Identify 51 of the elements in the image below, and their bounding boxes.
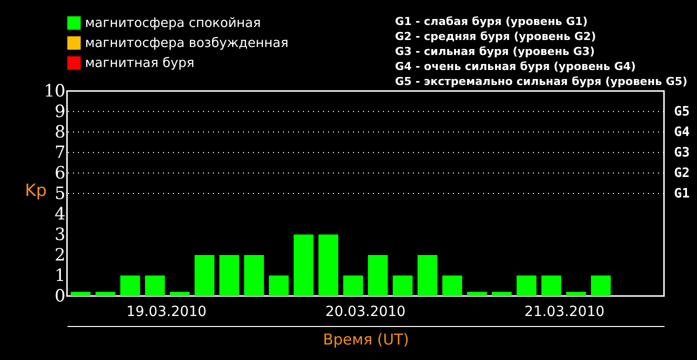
y-axis-title: Kp [24, 181, 47, 201]
text: G5 - экстремально сильная буря (уровень G5) [395, 75, 688, 88]
bar [120, 276, 140, 296]
bar [318, 234, 338, 296]
legend-label: магнитная буря [85, 56, 194, 71]
bar [492, 292, 512, 296]
text: 20.03.2010 [325, 304, 406, 320]
ref-line-label: G5 [674, 104, 690, 120]
bar [368, 255, 388, 296]
y-tick-label: 3 [54, 225, 66, 245]
text: G2 - средняя буря (уровень G2) [395, 30, 596, 43]
bar [442, 276, 462, 296]
bar [590, 276, 611, 296]
text: 19.03.2010 [126, 304, 207, 320]
ref-line-label: G4 [674, 125, 690, 140]
bar [95, 292, 116, 296]
y-tick-label: 6 [54, 164, 66, 184]
text: G1 - слабая буря (уровень G1) [395, 15, 588, 28]
legend-label: магнитосфера спокойная [85, 16, 261, 31]
bar [343, 276, 364, 296]
text: G3 - сильная буря (уровень G3) [395, 45, 595, 58]
y-tick-label: 2 [54, 246, 66, 266]
bar [418, 255, 438, 296]
y-tick-label: 8 [54, 122, 66, 142]
y-tick-label: 1 [54, 266, 66, 286]
bar [244, 255, 264, 296]
ref-line-label: G3 [674, 146, 690, 160]
bar [392, 276, 413, 296]
y-tick-label: 10 [44, 82, 66, 102]
y-tick-label: 9 [54, 102, 66, 122]
x-axis-title: Время (UT) [323, 330, 409, 348]
bar [219, 255, 240, 296]
bar [145, 276, 165, 296]
ref-line-label: G2 [674, 166, 690, 181]
bar [467, 292, 487, 296]
ref-line-label: G1 [674, 186, 690, 202]
legend-label: магнитосфера возбужденная [85, 36, 288, 51]
bar [566, 292, 586, 296]
bar [516, 276, 536, 296]
y-tick-label: 5 [54, 184, 66, 204]
bar [170, 292, 190, 296]
text: 21.03.2010 [524, 304, 605, 320]
y-tick-label: 0 [54, 286, 66, 306]
bar [541, 276, 562, 296]
bar [70, 292, 91, 296]
y-tick-label: 4 [54, 204, 66, 224]
y-tick-label: 7 [54, 143, 66, 163]
text: G4 - очень сильная буря (уровень G4) [395, 60, 636, 73]
bar [268, 276, 289, 296]
bar [194, 255, 214, 296]
bar [294, 234, 314, 296]
